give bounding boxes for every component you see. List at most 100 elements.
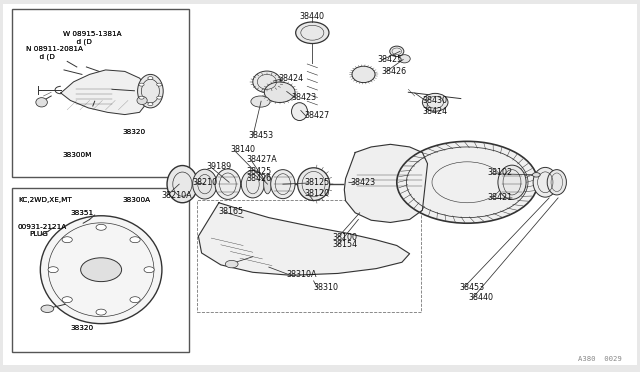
Text: 38320: 38320 <box>70 325 93 331</box>
Text: 38425: 38425 <box>246 167 271 176</box>
Ellipse shape <box>292 103 308 121</box>
Text: 38423: 38423 <box>351 178 376 187</box>
Ellipse shape <box>251 96 270 107</box>
Circle shape <box>225 260 238 268</box>
Circle shape <box>157 83 162 86</box>
Text: 38140: 38140 <box>230 145 255 154</box>
Ellipse shape <box>399 55 410 63</box>
Text: 38210A: 38210A <box>161 191 192 200</box>
Circle shape <box>96 309 106 315</box>
Circle shape <box>62 237 72 243</box>
Ellipse shape <box>422 93 448 111</box>
Text: N 08911-2081A: N 08911-2081A <box>26 46 83 52</box>
Text: 38453: 38453 <box>248 131 273 140</box>
Circle shape <box>130 237 140 243</box>
Text: 39189: 39189 <box>206 162 231 171</box>
Text: d (D: d (D <box>35 53 54 60</box>
Text: 38320: 38320 <box>123 129 146 135</box>
Bar <box>197 200 421 312</box>
Circle shape <box>62 297 72 303</box>
Text: 38426: 38426 <box>381 67 406 76</box>
Ellipse shape <box>498 165 526 199</box>
Text: 38300A: 38300A <box>123 197 151 203</box>
Text: PLUG: PLUG <box>29 231 48 237</box>
Text: 38310: 38310 <box>314 283 339 292</box>
Text: 38440: 38440 <box>300 12 325 21</box>
Circle shape <box>81 258 122 282</box>
Ellipse shape <box>296 22 329 44</box>
Circle shape <box>48 267 58 273</box>
Text: 38100: 38100 <box>333 233 358 242</box>
Ellipse shape <box>40 216 162 324</box>
Text: PLUG: PLUG <box>29 231 48 237</box>
Text: 38426: 38426 <box>246 174 271 183</box>
Text: 38440: 38440 <box>468 293 493 302</box>
Text: 38300M: 38300M <box>63 153 92 158</box>
Circle shape <box>148 103 153 106</box>
Text: 38427: 38427 <box>304 111 329 120</box>
Text: 38424: 38424 <box>278 74 303 83</box>
Text: 38351: 38351 <box>70 210 93 216</box>
Ellipse shape <box>264 174 271 194</box>
Text: KC,2WD,XE,MT: KC,2WD,XE,MT <box>18 197 72 203</box>
Bar <box>12 188 189 352</box>
Text: 38453: 38453 <box>460 283 484 292</box>
Text: 38423: 38423 <box>291 93 316 102</box>
Ellipse shape <box>138 74 163 108</box>
Text: 00931-2121A: 00931-2121A <box>18 224 67 230</box>
Text: 38320: 38320 <box>70 325 93 331</box>
Text: 38320: 38320 <box>123 129 146 135</box>
Text: 38424: 38424 <box>422 107 447 116</box>
Ellipse shape <box>352 66 375 83</box>
Text: W 08915-1381A: W 08915-1381A <box>63 31 122 37</box>
Ellipse shape <box>241 170 264 198</box>
Text: 38300M: 38300M <box>63 153 92 158</box>
Text: 38421: 38421 <box>488 193 513 202</box>
Text: 38310A: 38310A <box>287 270 317 279</box>
Text: 38300A: 38300A <box>123 197 151 203</box>
Text: 38351: 38351 <box>70 210 93 216</box>
Ellipse shape <box>533 167 557 197</box>
Ellipse shape <box>193 169 217 199</box>
Text: KC,2WD,XE,MT: KC,2WD,XE,MT <box>18 197 72 203</box>
Bar <box>12 9 189 177</box>
Text: d (D: d (D <box>35 53 54 60</box>
Circle shape <box>139 83 144 86</box>
Text: N 08911-2081A: N 08911-2081A <box>26 46 83 52</box>
Ellipse shape <box>36 98 47 107</box>
Ellipse shape <box>264 82 295 102</box>
Ellipse shape <box>298 168 330 201</box>
Ellipse shape <box>137 96 147 105</box>
Circle shape <box>148 77 153 80</box>
Text: 38120: 38120 <box>305 189 330 198</box>
Ellipse shape <box>253 71 281 93</box>
Circle shape <box>397 141 538 223</box>
Text: 00931-2121A: 00931-2121A <box>18 224 67 230</box>
Ellipse shape <box>271 170 295 199</box>
Text: 38210: 38210 <box>192 178 217 187</box>
Text: 38125: 38125 <box>305 178 330 187</box>
Polygon shape <box>61 70 146 115</box>
Circle shape <box>41 305 54 312</box>
Circle shape <box>157 96 162 99</box>
Ellipse shape <box>390 46 404 57</box>
Text: 38165: 38165 <box>219 207 244 216</box>
Polygon shape <box>344 144 428 222</box>
Text: 38102: 38102 <box>488 169 513 177</box>
Text: 38430: 38430 <box>422 96 447 105</box>
Circle shape <box>96 224 106 230</box>
Text: 38154: 38154 <box>333 240 358 249</box>
Ellipse shape <box>215 169 241 199</box>
Text: 38425: 38425 <box>378 55 403 64</box>
Circle shape <box>130 297 140 303</box>
Text: d (D: d (D <box>72 38 92 45</box>
Text: 38427A: 38427A <box>246 155 277 164</box>
Circle shape <box>144 267 154 273</box>
Text: A380  0029: A380 0029 <box>579 356 622 362</box>
Polygon shape <box>198 203 410 275</box>
Circle shape <box>139 96 144 99</box>
Ellipse shape <box>167 166 198 203</box>
Text: W 08915-1381A: W 08915-1381A <box>63 31 122 37</box>
Circle shape <box>532 173 540 177</box>
Ellipse shape <box>547 170 566 195</box>
